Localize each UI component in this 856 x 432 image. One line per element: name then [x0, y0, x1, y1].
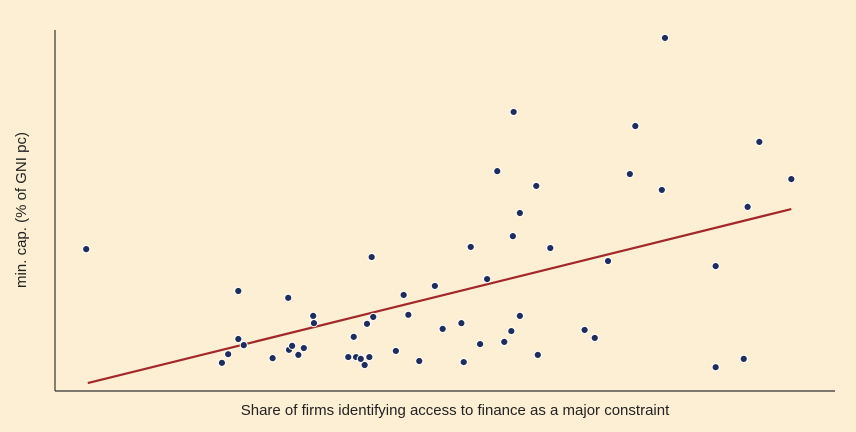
- data-point: [391, 346, 400, 356]
- data-point: [507, 326, 516, 336]
- data-point: [362, 319, 372, 328]
- data-point: [365, 352, 374, 362]
- data-point: [739, 354, 748, 363]
- data-point: [509, 107, 518, 117]
- data-point: [532, 181, 541, 191]
- data-point: [476, 339, 485, 349]
- data-point: [344, 352, 353, 362]
- data-point: [309, 319, 319, 328]
- data-point: [360, 360, 369, 370]
- data-point: [367, 252, 376, 262]
- data-point: [590, 333, 599, 343]
- data-point: [268, 354, 277, 363]
- data-point: [459, 358, 468, 367]
- data-point: [399, 290, 408, 300]
- data-point: [288, 341, 297, 350]
- data-point: [438, 324, 447, 334]
- data-point: [294, 350, 303, 359]
- data-point: [239, 341, 248, 350]
- data-point: [369, 312, 378, 322]
- data-point: [483, 274, 492, 284]
- data-point: [217, 358, 227, 367]
- data-point: [755, 137, 764, 147]
- data-point: [657, 185, 666, 195]
- data-point: [349, 332, 358, 341]
- data-point: [580, 325, 589, 335]
- data-point: [466, 242, 475, 252]
- data-point: [787, 174, 796, 184]
- data-point: [299, 343, 308, 353]
- data-point: [743, 202, 752, 211]
- data-point: [711, 261, 720, 271]
- data-point: [711, 363, 720, 372]
- data-point: [660, 33, 670, 43]
- data-point: [515, 208, 524, 218]
- y-axis-label: min. cap. (% of GNI pc): [13, 132, 30, 288]
- data-point: [508, 232, 517, 241]
- data-point: [603, 256, 613, 266]
- data-point: [457, 319, 466, 328]
- data-point: [415, 356, 424, 366]
- data-point: [356, 354, 365, 363]
- data-point: [515, 311, 524, 321]
- data-point: [82, 245, 91, 254]
- data-point: [625, 169, 634, 179]
- data-point: [493, 167, 502, 176]
- data-point: [546, 243, 555, 253]
- data-point: [284, 293, 293, 302]
- data-point: [234, 334, 243, 344]
- trend-line: [87, 207, 792, 385]
- data-point: [533, 350, 542, 359]
- data-point: [631, 121, 640, 131]
- data-point: [404, 310, 413, 319]
- data-point: [234, 286, 243, 296]
- data-point: [430, 281, 439, 291]
- data-point: [500, 337, 509, 347]
- data-point: [309, 311, 318, 321]
- x-axis-label: Share of firms identifying access to fin…: [241, 402, 670, 419]
- data-point: [224, 350, 233, 359]
